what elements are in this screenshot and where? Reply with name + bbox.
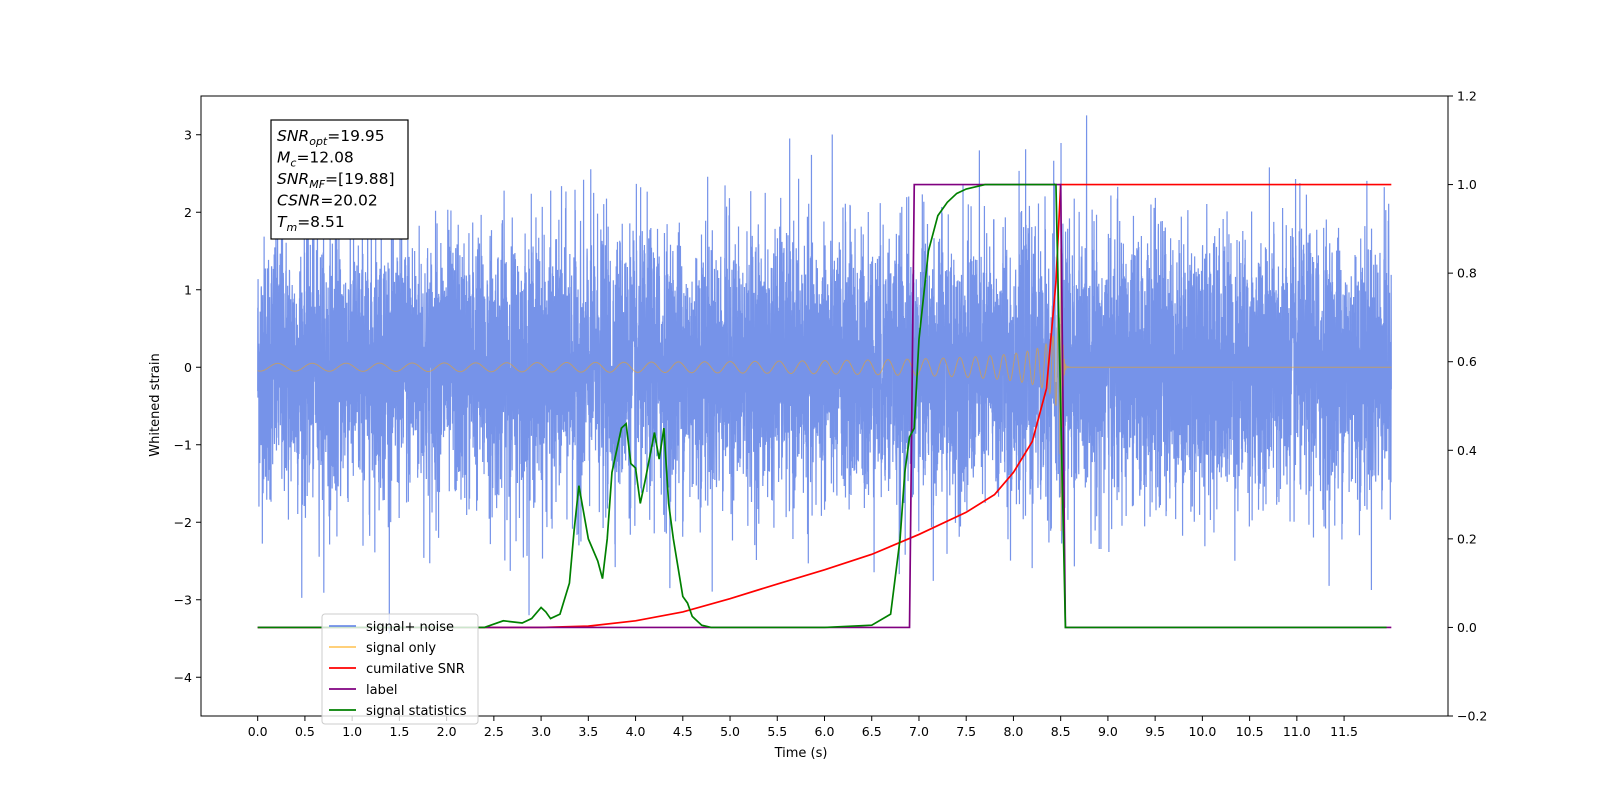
y-tick-label: −4 <box>174 670 192 685</box>
x-tick-label: 2.5 <box>484 724 504 739</box>
y2-tick-label: 1.0 <box>1457 177 1477 192</box>
y-tick-label: 0 <box>184 360 192 375</box>
y2-tick-label: 0.6 <box>1457 354 1477 369</box>
series-signal-only <box>257 200 1392 532</box>
x-tick-label: 4.0 <box>626 724 646 739</box>
y-tick-label: 1 <box>184 282 192 297</box>
annotation-line: Tm=8.51 <box>277 213 345 234</box>
annotation-frame <box>270 119 409 240</box>
x-tick-label: 8.0 <box>1003 724 1023 739</box>
series-signal-statistics <box>257 183 1387 629</box>
x-tick-label: 3.0 <box>531 724 551 739</box>
y2-tick-label: −0.2 <box>1457 709 1487 724</box>
legend-label: signal only <box>366 641 436 656</box>
x-tick-label: 7.0 <box>909 724 929 739</box>
annotation-line: Mc=12.08 <box>277 149 354 170</box>
annotation-line: CSNR=20.02 <box>277 192 378 210</box>
legend-frame <box>321 613 479 725</box>
y-tick-label: −2 <box>174 515 192 530</box>
x-tick-label: 0.0 <box>248 724 268 739</box>
y2-tick-label: 0.4 <box>1457 443 1477 458</box>
y-axis-label: Whitened strain <box>148 353 163 456</box>
x-tick-label: 7.5 <box>956 724 976 739</box>
y-tick-label: −1 <box>174 437 192 452</box>
legend-label: label <box>366 683 397 698</box>
y2-tick-label: 0.0 <box>1457 620 1477 635</box>
x-axis-label: Time (s) <box>774 746 828 761</box>
annotation-box: SNRopt=19.95Mc=12.08SNRMF=[19.88]CSNR=20… <box>270 119 409 240</box>
x-tick-label: 10.0 <box>1188 724 1216 739</box>
x-tick-label: 6.0 <box>815 724 835 739</box>
x-tick-label: 8.5 <box>1051 724 1071 739</box>
legend-label: signal+ noise <box>366 620 454 635</box>
axes: 0.0 0.5 1.0 1.5 2.0 2.5 3.0 3.5 4.0 4.5 5.0 5.5 6.0 6… <box>174 89 1488 740</box>
series-signal-noise <box>257 115 1392 634</box>
x-tick-label: 5.5 <box>767 724 787 739</box>
y-tick-label: 2 <box>184 205 192 220</box>
y2-tick-label: 1.2 <box>1457 89 1477 104</box>
plot-area <box>257 115 1392 634</box>
x-tick-label: 9.0 <box>1098 724 1118 739</box>
x-tick-label: 0.5 <box>295 724 315 739</box>
series-cumulative-snr <box>257 183 1392 629</box>
legend-label: cumilative SNR <box>366 662 465 677</box>
x-tick-label: 4.5 <box>673 724 693 739</box>
x-tick-label: 1.5 <box>389 724 409 739</box>
legend-label: signal statistics <box>366 704 467 719</box>
x-tick-label: 6.5 <box>862 724 882 739</box>
x-tick-label: 10.5 <box>1236 724 1264 739</box>
annotation-line: SNRopt=19.95 <box>277 127 385 148</box>
x-tick-label: 11.0 <box>1283 724 1311 739</box>
x-tick-label: 1.0 <box>342 724 362 739</box>
y2-tick-label: 0.2 <box>1457 531 1477 546</box>
y-tick-label: 3 <box>184 127 192 142</box>
y2-tick-label: 0.8 <box>1457 266 1477 281</box>
x-tick-label: 3.5 <box>578 724 598 739</box>
y-tick-label: −3 <box>174 592 192 607</box>
x-tick-label: 9.5 <box>1145 724 1165 739</box>
legend: signal+ noise signal only cumilative SNR la… <box>321 613 479 725</box>
x-tick-label: 2.0 <box>437 724 457 739</box>
x-tick-label: 11.5 <box>1330 724 1358 739</box>
x-tick-label: 5.0 <box>720 724 740 739</box>
annotation-line: SNRMF=[19.88] <box>277 170 395 191</box>
